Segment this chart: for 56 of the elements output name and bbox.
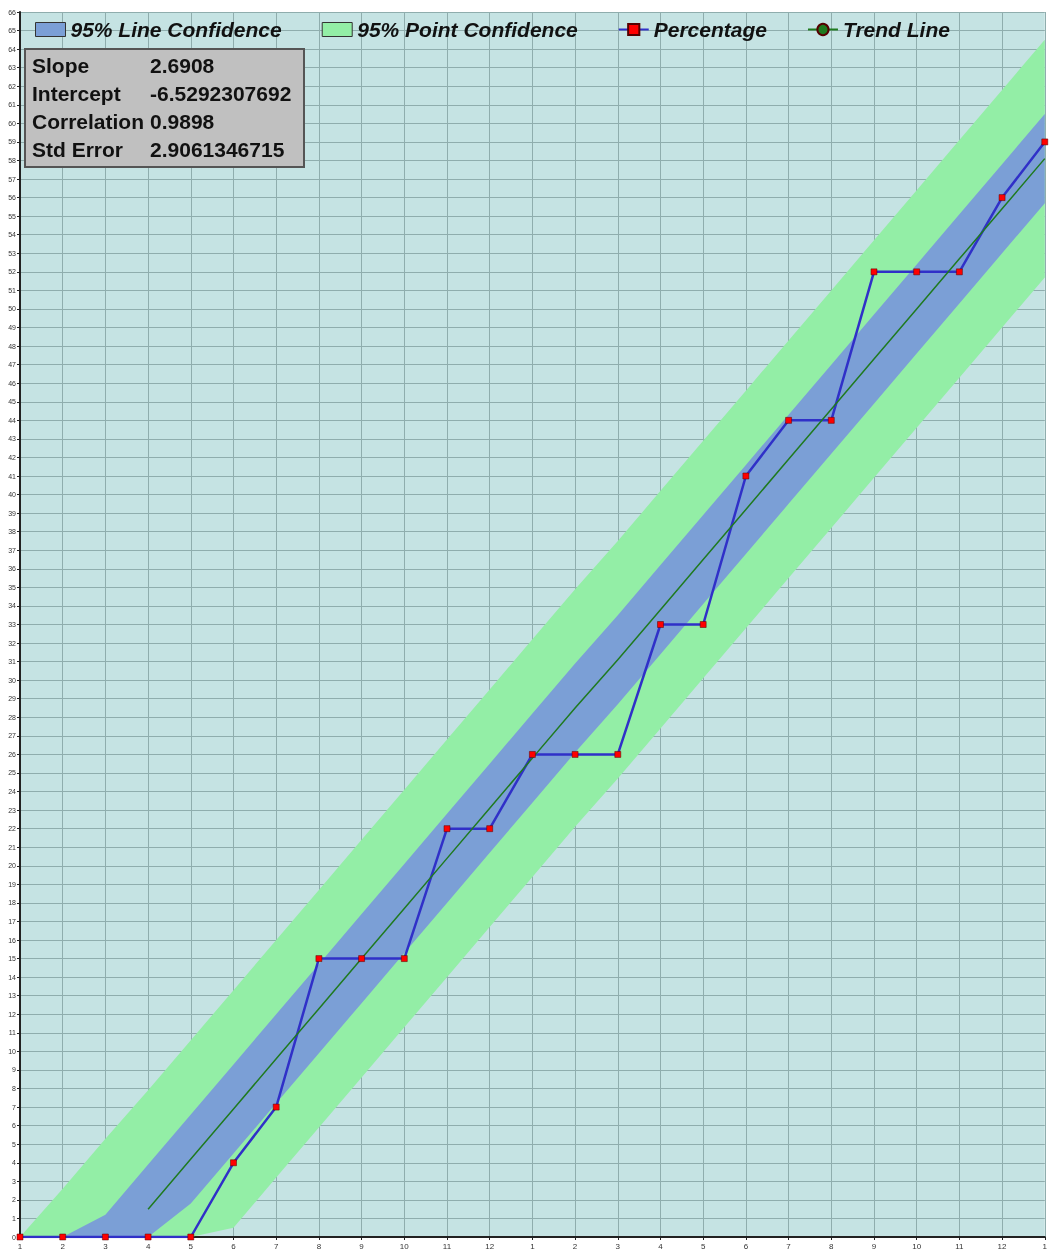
point [614,751,622,758]
x-tick-label: 4 [145,1241,151,1251]
x-tick-label: 9 [359,1241,365,1251]
point [998,194,1006,201]
point [272,1103,280,1111]
legend-label: Percentage [653,18,768,41]
x-tick-label: 8 [829,1241,835,1251]
line-series [147,157,1046,1210]
x-tick-label: 3 [615,1241,621,1251]
text: Std Error 2.9061346715 [32,138,285,161]
legend-label: 95% Point Confidence [357,18,579,41]
text: Slope 2.6908 [32,54,215,77]
x-tick-label: 2 [572,1241,578,1251]
x-tick-label: 5 [188,1241,194,1251]
x-tick-label: 5 [700,1241,706,1251]
point [230,1159,237,1167]
x-tick-label: 10 [912,1241,922,1251]
point [187,1233,195,1241]
point [358,955,365,962]
point [785,417,792,424]
point [571,751,579,758]
point [657,621,664,628]
point [529,751,536,758]
x-tick-label: 11 [442,1241,452,1251]
point [144,1233,152,1241]
point [699,621,707,628]
x-tick-label: 4 [658,1241,664,1251]
x-tick-label: 1 [1042,1241,1048,1251]
point [913,268,920,276]
x-tick-label: 6 [231,1241,237,1251]
x-tick-label: 10 [399,1241,410,1251]
point [443,825,451,832]
x-tick-label: 2 [60,1241,66,1251]
annotation: Correlation 0.9898 [32,109,216,135]
point [956,268,963,276]
x-tick-label: 1 [530,1241,536,1251]
x-tick-label: 7 [786,1241,792,1251]
x-tick-label: 3 [103,1241,109,1251]
point [828,417,835,424]
text: Intercept -6.5292307692 [32,82,292,105]
legend-label: 95% Line Confidence [70,18,283,41]
point [401,955,408,962]
point [16,1233,24,1241]
point [742,472,750,480]
x-tick-label: 11 [955,1241,965,1251]
x-tick-label: 9 [871,1241,877,1251]
x-tick-label: 6 [743,1241,749,1251]
point [315,955,323,962]
x-tick-label: 7 [273,1241,279,1251]
point [870,268,878,276]
x-tick-label: 12 [997,1241,1008,1251]
legend-label: Trend Line [842,18,951,41]
point [1041,138,1049,146]
point [486,825,493,832]
x-tick-label: 8 [316,1241,322,1251]
x-tick-label: 12 [485,1241,495,1251]
